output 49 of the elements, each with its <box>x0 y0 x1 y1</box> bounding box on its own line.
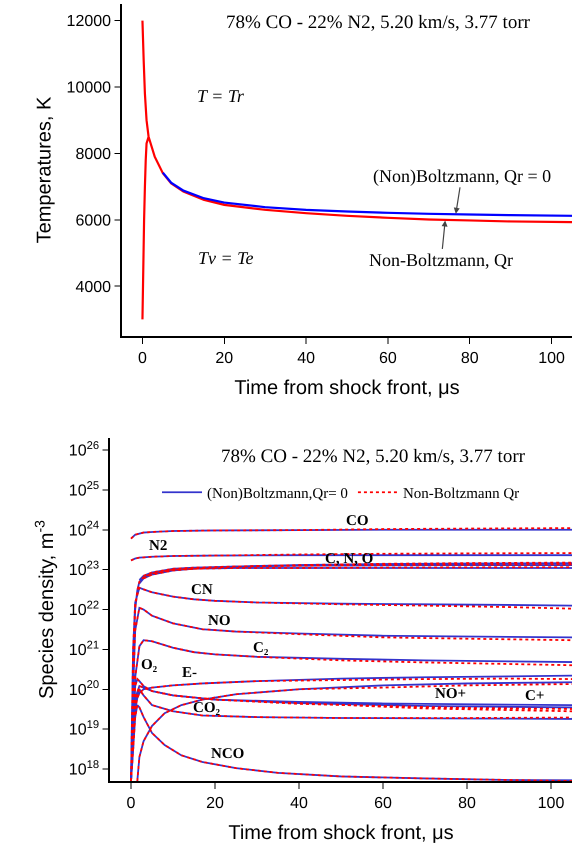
y-tick-label: 12000 <box>66 13 112 30</box>
annotation: C₂ <box>253 640 269 656</box>
annotation: O₂ <box>141 657 158 673</box>
y-tick-label: 8000 <box>75 146 112 163</box>
annotation: NO <box>208 613 230 629</box>
y-tick-label: 10$^{18}$ <box>68 758 100 779</box>
chart-title: 78% CO - 22% N2, 5.20 km/s, 3.77 torr <box>226 12 531 33</box>
annotation: T = Tr <box>197 86 245 106</box>
annotation: N2 <box>149 538 168 554</box>
x-tick-label: 100 <box>538 794 564 812</box>
x-tick-label: 20 <box>215 350 234 367</box>
x-tick-label: 40 <box>290 794 308 812</box>
y-tick-label: 10$^{22}$ <box>68 599 100 620</box>
x-tick-label: 0 <box>138 350 147 367</box>
x-tick-label: 60 <box>379 350 397 367</box>
annotation: NO+ <box>435 686 466 702</box>
legend-label: Non-Boltzmann Qr <box>402 486 520 502</box>
y-tick-label: 10$^{20}$ <box>68 679 100 699</box>
x-tick-label: 0 <box>126 794 136 812</box>
x-axis-title: Time from shock front, μs <box>228 822 454 844</box>
annotation: CO <box>346 513 368 529</box>
x-tick-label: 80 <box>458 794 476 812</box>
x-tick-label: 60 <box>374 794 392 812</box>
y-tick-label: 10$^{23}$ <box>68 560 100 580</box>
x-tick-label: 100 <box>538 350 565 367</box>
x-axis-title: Time from shock front, μs <box>234 376 460 399</box>
y-tick-label: 10000 <box>66 80 112 97</box>
y-tick-label: 10$^{25}$ <box>68 480 100 500</box>
y-axis-title: Temperatures, K <box>34 96 56 244</box>
annotation: C, N, O <box>325 551 374 567</box>
chart-title: 78% CO - 22% N2, 5.20 km/s, 3.77 torr <box>221 446 526 467</box>
annotation: Non-Boltzmann, Qr <box>369 250 513 270</box>
y-tick-label: 10$^{19}$ <box>68 719 100 739</box>
annotation: Tv = Te <box>198 248 254 268</box>
x-tick-label: 20 <box>206 794 224 812</box>
annotation: NCO <box>211 746 244 762</box>
annotation: CN <box>191 582 213 598</box>
x-tick-label: 80 <box>460 350 479 367</box>
y-tick-label: 10$^{21}$ <box>68 639 100 659</box>
annotation: (Non)Boltzmann, Qr = 0 <box>373 166 552 186</box>
y-tick-label: 6000 <box>75 212 112 230</box>
legend-label: (Non)Boltzmann,Qr= 0 <box>207 486 348 502</box>
x-tick-label: 40 <box>297 350 316 367</box>
annotation: C+ <box>525 688 544 704</box>
y-tick-label: 4000 <box>75 278 112 296</box>
annotation: E- <box>182 665 198 681</box>
y-tick-label: 10$^{24}$ <box>68 520 100 540</box>
annotation: CO₂ <box>193 700 220 716</box>
y-tick-label: 10$^{26}$ <box>68 440 100 460</box>
